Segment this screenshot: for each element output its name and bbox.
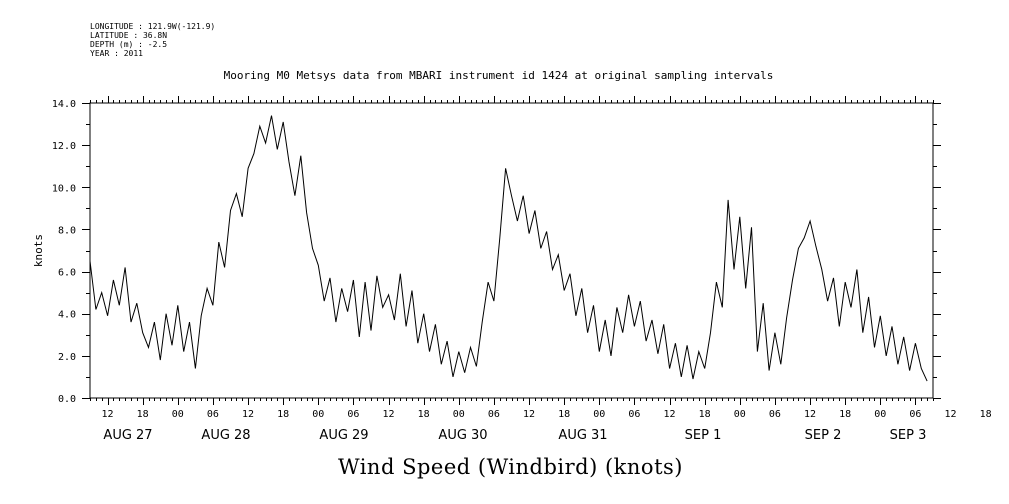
x-hour-tick-label: 06 — [769, 409, 781, 420]
latitude-text: LATITUDE : 36.8N — [90, 31, 168, 40]
x-hour-tick-label: 18 — [418, 409, 430, 420]
x-day-label: AUG 29 — [319, 428, 368, 443]
x-hour-tick-label: 18 — [277, 409, 289, 420]
y-tick-label: 12.0 — [52, 141, 76, 152]
x-hour-tick-label: 00 — [874, 409, 886, 420]
x-hour-tick-label: 00 — [172, 409, 184, 420]
x-day-label: SEP 1 — [685, 428, 722, 443]
x-hour-tick-label: 00 — [734, 409, 746, 420]
x-hour-tick-label: 18 — [137, 409, 149, 420]
x-hour-tick-label: 06 — [628, 409, 640, 420]
x-axis-title: Wind Speed (Windbird) (knots) — [0, 455, 1009, 479]
x-hour-tick-label: 12 — [804, 409, 816, 420]
chart-title: Mooring M0 Metsys data from MBARI instru… — [0, 69, 1009, 82]
x-hour-tick-label: 06 — [347, 409, 359, 420]
x-hour-tick-label: 18 — [980, 409, 992, 420]
x-hour-tick-label: 00 — [312, 409, 324, 420]
y-tick-label: 0.0 — [58, 394, 76, 405]
x-hour-tick-label: 18 — [839, 409, 851, 420]
y-axis-title: knots — [32, 234, 45, 267]
x-hour-tick-label: 18 — [699, 409, 711, 420]
x-day-label: AUG 27 — [103, 428, 152, 443]
x-hour-tick-label: 12 — [945, 409, 957, 420]
y-tick-label: 2.0 — [58, 352, 76, 363]
x-hour-tick-label: 12 — [383, 409, 395, 420]
x-hour-tick-label: 00 — [453, 409, 465, 420]
x-day-label: AUG 31 — [558, 428, 607, 443]
y-tick-label: 4.0 — [58, 310, 76, 321]
chart-title-text: Mooring M0 Metsys data from MBARI instru… — [223, 69, 774, 82]
x-day-label: AUG 28 — [201, 428, 250, 443]
y-tick-label: 8.0 — [58, 225, 76, 236]
station-metadata: LONGITUDE : 121.9W(-121.9) LATITUDE : 36… — [90, 22, 215, 58]
wind-speed-series-line — [89, 115, 928, 382]
x-hour-tick-label: 06 — [488, 409, 500, 420]
x-hour-tick-label: 12 — [664, 409, 676, 420]
x-hour-tick-label: 06 — [207, 409, 219, 420]
x-day-label: AUG 30 — [438, 428, 487, 443]
x-hour-tick-label: 12 — [242, 409, 254, 420]
x-hour-tick-label: 18 — [558, 409, 570, 420]
x-hour-tick-label: 06 — [909, 409, 921, 420]
year-text: YEAR : 2011 — [90, 49, 143, 58]
x-axis-title-text: Wind Speed (Windbird) (knots) — [338, 455, 683, 479]
y-tick-label: 10.0 — [52, 183, 76, 194]
x-hour-tick-label: 12 — [523, 409, 535, 420]
longitude-text: LONGITUDE : 121.9W(-121.9) — [90, 22, 216, 31]
y-tick-label: 14.0 — [52, 99, 76, 110]
y-tick-label: 6.0 — [58, 268, 76, 279]
plot-frame — [89, 102, 934, 399]
depth-text: DEPTH (m) : -2.5 — [90, 40, 168, 49]
x-hour-tick-label: 00 — [593, 409, 605, 420]
x-hour-tick-label: 12 — [102, 409, 114, 420]
x-day-label: SEP 2 — [805, 428, 842, 443]
x-day-label: SEP 3 — [890, 428, 927, 443]
